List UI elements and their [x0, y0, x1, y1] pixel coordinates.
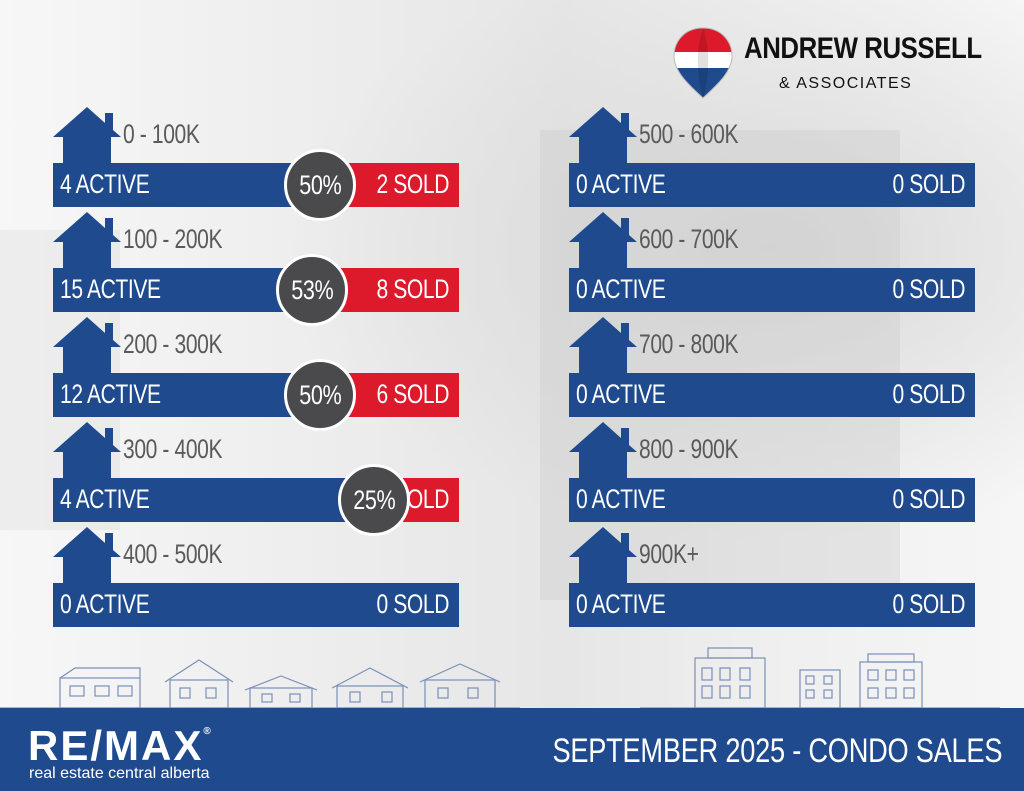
price-row: 900K+ 0 ACTIVE 0 SOLD	[569, 527, 975, 627]
price-range-label: 300 - 400K	[123, 434, 223, 464]
remax-logo-text: RE/MAX	[28, 722, 204, 769]
price-range-label: 400 - 500K	[123, 539, 223, 569]
price-row: 700 - 800K 0 ACTIVE 0 SOLD	[569, 317, 975, 417]
price-range-label: 100 - 200K	[123, 224, 223, 254]
active-bar: 0 ACTIVE 0 SOLD	[569, 583, 975, 627]
house-icon	[53, 107, 121, 169]
active-bar: 0 ACTIVE 0 SOLD	[569, 478, 975, 522]
active-count: 0 ACTIVE	[576, 169, 666, 199]
active-count: 4 ACTIVE	[60, 484, 150, 514]
price-row: 300 - 400K 4 ACTIVE 1 SOLD 25%	[53, 422, 459, 536]
sold-count: 0 SOLD	[892, 484, 965, 514]
percent-value: 53%	[290, 274, 334, 305]
house-icon	[53, 317, 121, 379]
sold-count: 2 SOLD	[376, 169, 449, 199]
team-subtitle: & ASSOCIATES	[779, 75, 913, 92]
price-row: 800 - 900K 0 ACTIVE 0 SOLD	[569, 422, 975, 522]
skyline-illustration	[0, 647, 1000, 709]
sold-count: 0 SOLD	[376, 589, 449, 619]
footer-bar: RE/MAX® real estate central alberta SEPT…	[0, 708, 1024, 791]
active-count: 12 ACTIVE	[60, 379, 161, 409]
price-range-label: 600 - 700K	[639, 224, 739, 254]
percent-badge: 50%	[284, 149, 356, 221]
price-range-label: 200 - 300K	[123, 329, 223, 359]
sold-count: 0 SOLD	[892, 169, 965, 199]
remax-tagline: real estate central alberta	[29, 765, 210, 782]
registered-mark: ®	[203, 726, 211, 737]
active-bar: 0 ACTIVE 0 SOLD	[569, 268, 975, 312]
active-bar: 0 ACTIVE 0 SOLD	[569, 163, 975, 207]
active-bar: 15 ACTIVE 8 SOLD	[53, 268, 459, 312]
house-icon	[569, 212, 637, 274]
house-icon	[53, 422, 121, 484]
price-row: 600 - 700K 0 ACTIVE 0 SOLD	[569, 212, 975, 312]
house-icon	[569, 422, 637, 484]
percent-value: 25%	[352, 484, 396, 515]
buildings-right	[640, 647, 1000, 709]
percent-badge: 53%	[276, 254, 348, 326]
percent-value: 50%	[298, 379, 342, 410]
house-icon	[569, 317, 637, 379]
houses-left	[0, 659, 520, 709]
house-icon	[53, 527, 121, 589]
active-bar: 4 ACTIVE 2 SOLD	[53, 163, 459, 207]
price-row: 500 - 600K 0 ACTIVE 0 SOLD	[569, 107, 975, 207]
sold-count: 0 SOLD	[892, 589, 965, 619]
active-bar: 12 ACTIVE 6 SOLD	[53, 373, 459, 417]
hot-air-balloon-icon	[673, 27, 733, 99]
active-count: 15 ACTIVE	[60, 274, 161, 304]
sold-count: 0 SOLD	[892, 379, 965, 409]
active-count: 0 ACTIVE	[576, 484, 666, 514]
active-bar: 0 ACTIVE 0 SOLD	[53, 583, 459, 627]
active-count: 0 ACTIVE	[576, 379, 666, 409]
house-icon	[569, 107, 637, 169]
percent-badge: 50%	[284, 359, 356, 431]
percent-value: 50%	[298, 169, 342, 200]
price-row: 0 - 100K 4 ACTIVE 2 SOLD 50%	[53, 107, 459, 221]
team-name: ANDREW RUSSELL	[744, 32, 982, 65]
price-row: 400 - 500K 0 ACTIVE 0 SOLD	[53, 527, 459, 627]
house-icon	[53, 212, 121, 274]
price-range-label: 800 - 900K	[639, 434, 739, 464]
team-logo: ANDREW RUSSELL & ASSOCIATES	[672, 26, 982, 100]
price-row: 100 - 200K 15 ACTIVE 8 SOLD 53%	[53, 212, 459, 326]
house-icon	[569, 527, 637, 589]
sold-count: 8 SOLD	[376, 274, 449, 304]
sold-count: 6 SOLD	[376, 379, 449, 409]
active-count: 0 ACTIVE	[576, 274, 666, 304]
remax-logo: RE/MAX®	[28, 722, 211, 770]
active-bar: 0 ACTIVE 0 SOLD	[569, 373, 975, 417]
price-range-label: 700 - 800K	[639, 329, 739, 359]
active-count: 4 ACTIVE	[60, 169, 150, 199]
percent-badge: 25%	[338, 464, 410, 536]
price-range-label: 900K+	[639, 539, 699, 569]
active-count: 0 ACTIVE	[60, 589, 150, 619]
active-count: 0 ACTIVE	[576, 589, 666, 619]
price-range-label: 500 - 600K	[639, 119, 739, 149]
price-row: 200 - 300K 12 ACTIVE 6 SOLD 50%	[53, 317, 459, 431]
page-title: SEPTEMBER 2025 - CONDO SALES	[552, 732, 1002, 770]
price-range-label: 0 - 100K	[123, 119, 200, 149]
sold-count: 0 SOLD	[892, 274, 965, 304]
